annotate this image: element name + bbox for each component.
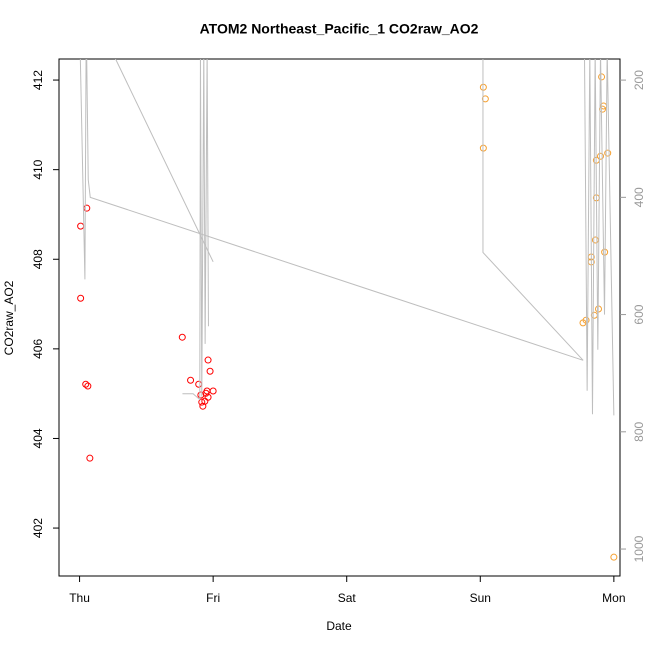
y-axis-label: CO2raw_AO2 — [2, 280, 16, 355]
y2-tick-label: 600 — [632, 304, 646, 324]
point — [178, 333, 186, 341]
point — [198, 398, 206, 406]
y-tick-label: 408 — [31, 249, 45, 269]
point — [604, 149, 612, 157]
y-tick-label: 410 — [31, 159, 45, 179]
x-tick-label: Sat — [338, 591, 357, 605]
point — [77, 294, 85, 302]
chart-title: ATOM2 Northeast_Pacific_1 CO2raw_AO2 — [200, 21, 479, 37]
point — [596, 152, 604, 160]
y-tick-label: 412 — [31, 70, 45, 90]
point — [82, 380, 90, 388]
y-tick-label: 406 — [31, 339, 45, 359]
pressure-line — [182, 59, 209, 401]
pressure-line — [79, 59, 584, 361]
point — [598, 73, 606, 81]
x-tick-label: Mon — [602, 591, 625, 605]
x-tick-label: Fri — [206, 591, 220, 605]
y2-tick-label: 200 — [632, 70, 646, 90]
point — [86, 454, 94, 462]
point — [204, 393, 212, 401]
y2-tick-label: 400 — [632, 187, 646, 207]
point — [84, 382, 92, 390]
pressure-line — [115, 59, 214, 263]
point — [206, 367, 214, 375]
y-tick-label: 404 — [31, 428, 45, 448]
point — [481, 95, 489, 103]
y2-tick-label: 800 — [632, 421, 646, 441]
y2-tick-label: 1000 — [632, 535, 646, 562]
pressure-line — [584, 59, 615, 416]
plot-frame — [58, 58, 621, 577]
pressure-line — [482, 59, 584, 361]
point — [187, 376, 195, 384]
x-tick-label: Thu — [69, 591, 90, 605]
plot-area — [77, 59, 618, 561]
x-tick-label: Sun — [470, 591, 491, 605]
point — [610, 553, 618, 561]
x-axis-label: Date — [326, 619, 352, 633]
point — [204, 356, 212, 364]
y-tick-label: 402 — [31, 518, 45, 538]
point — [209, 387, 217, 395]
